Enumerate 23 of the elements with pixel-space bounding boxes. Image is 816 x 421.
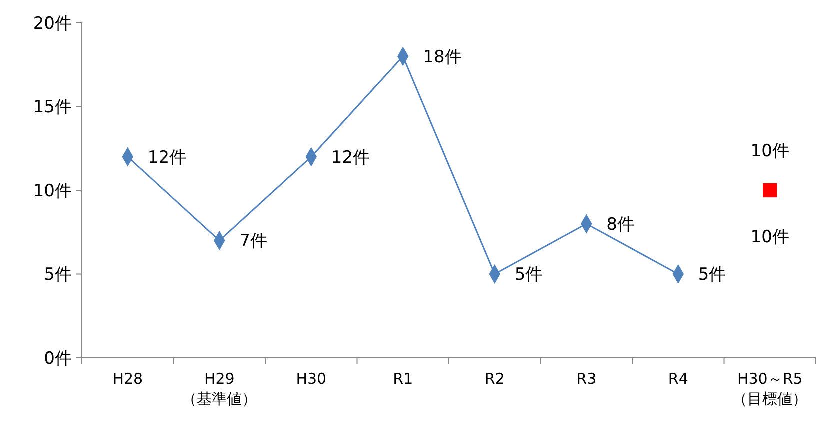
point [763,183,778,198]
data-label: 10件 [750,142,790,162]
x-tick-label: R4 [668,370,688,388]
data-label: 5件 [514,265,543,286]
data-label: 5件 [698,265,726,286]
y-tick-label: 0件 [44,348,72,369]
x-tick-label: H30～R5 （目標値） [732,370,808,408]
y-tick-label: 5件 [44,265,72,286]
data-label: 12件 [148,148,187,168]
data-label: 7件 [240,232,268,252]
x-tick-label: H28 [112,370,144,388]
x-tick-label: H29 （基準値） [182,370,258,408]
annotation: 10件 [750,228,790,248]
y-tick-label: 15件 [33,98,72,118]
data-label: 12件 [331,148,370,168]
x-tick-label: R1 [393,370,414,388]
data-label: 18件 [423,47,462,68]
data-label: 8件 [606,214,634,235]
y-tick-label: 10件 [33,181,72,202]
x-tick-label: R3 [576,370,597,388]
x-tick-label: R2 [484,370,505,388]
y-tick-label: 20件 [33,14,72,34]
x-tick-label: H30 [296,370,327,388]
